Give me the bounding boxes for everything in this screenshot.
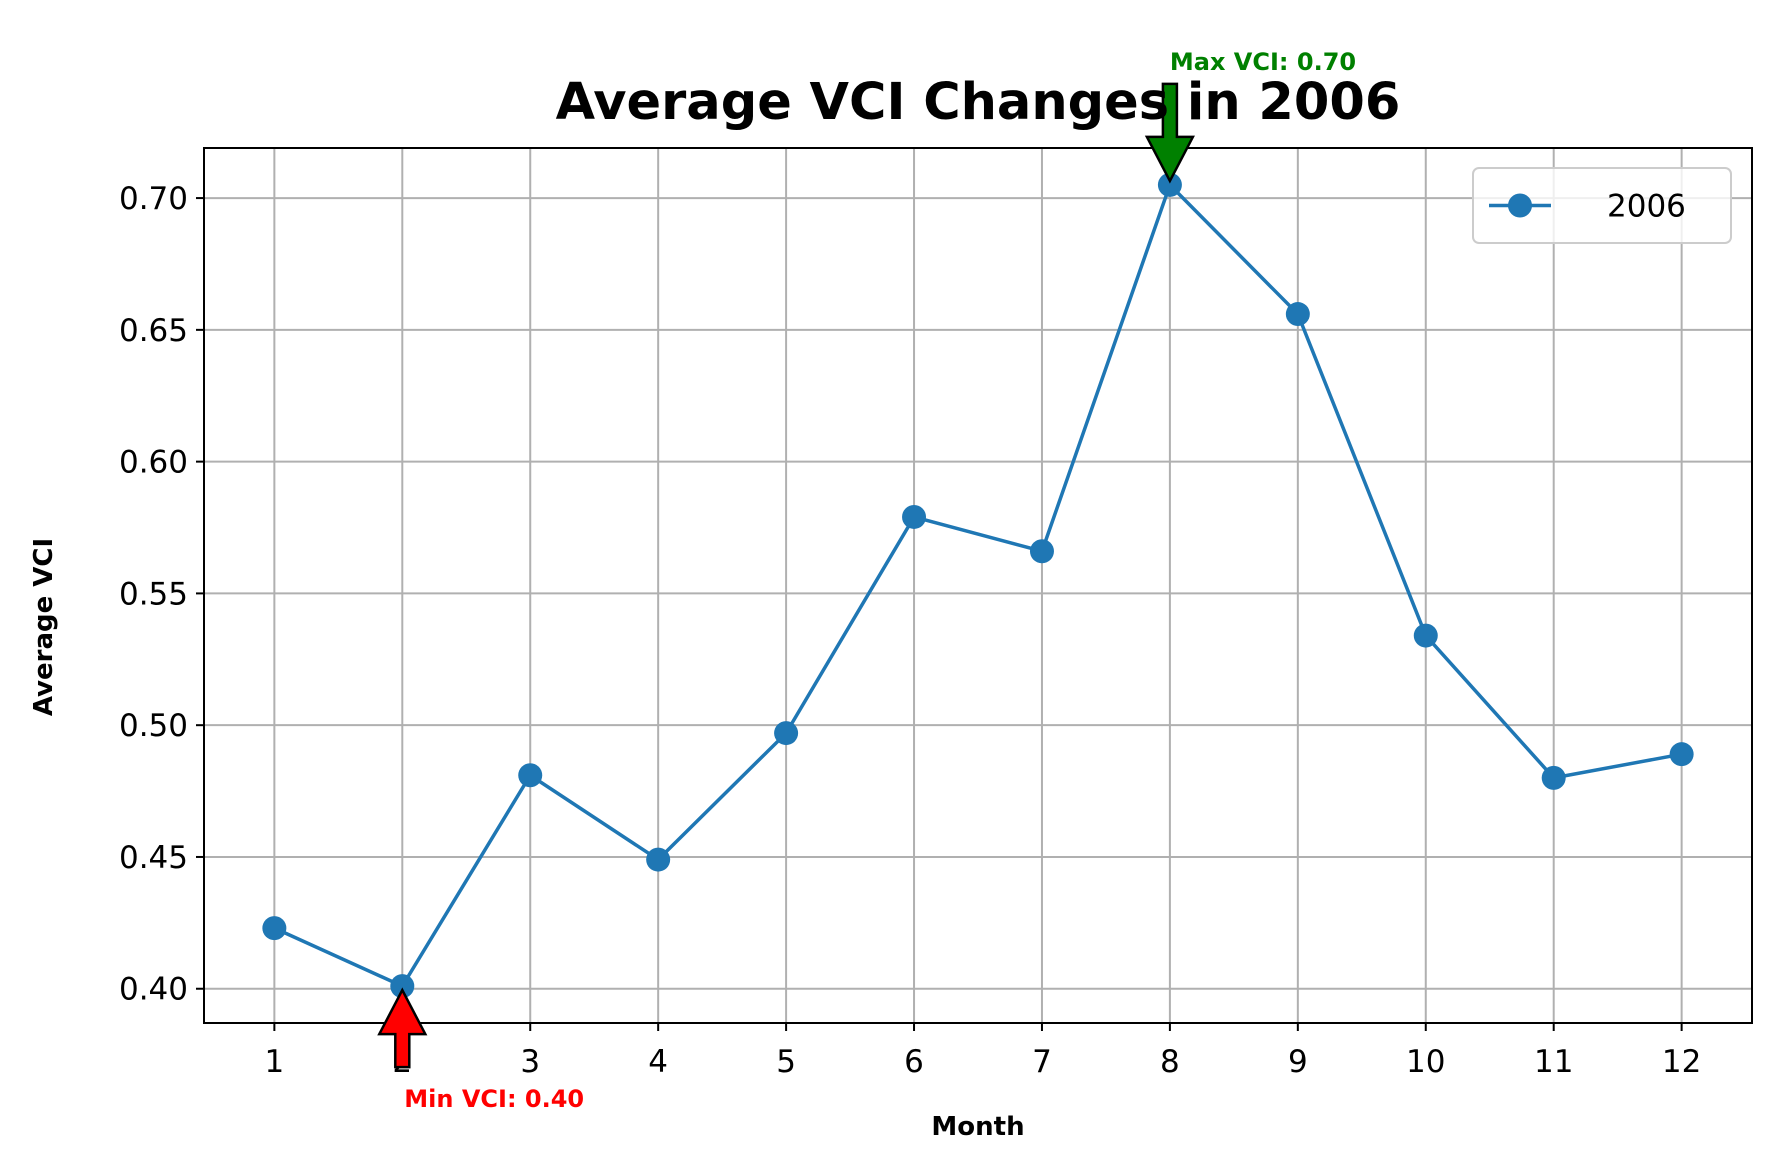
- x-tick-label: 9: [1288, 1044, 1308, 1080]
- data-point: [646, 847, 671, 872]
- max-annotation-label: Max VCI: 0.70: [1170, 48, 1356, 76]
- x-tick-label: 6: [904, 1044, 924, 1080]
- plot-area-frame: [203, 147, 1753, 1024]
- x-tick-label: 12: [1662, 1044, 1701, 1080]
- data-point: [1541, 765, 1566, 790]
- data-point: [1669, 742, 1694, 767]
- series: [262, 172, 1694, 999]
- axis-ticks: 1234567891011120.400.450.500.550.600.650…: [119, 181, 1701, 1080]
- data-point: [518, 763, 543, 788]
- x-tick-label: 10: [1406, 1044, 1445, 1080]
- data-point: [262, 916, 287, 941]
- min-arrow: [377, 987, 428, 1069]
- legend-marker: [1508, 193, 1532, 218]
- y-tick-label: 0.65: [119, 313, 188, 349]
- chart-title: Average VCI Changes in 2006: [556, 73, 1401, 132]
- y-tick-label: 0.70: [119, 181, 188, 217]
- data-point: [390, 974, 415, 999]
- y-tick-label: 0.55: [119, 576, 188, 612]
- y-tick-label: 0.60: [119, 445, 188, 481]
- x-tick-label: 11: [1534, 1044, 1573, 1080]
- x-tick-label: 8: [1160, 1044, 1180, 1080]
- min-annotation-label: Min VCI: 0.40: [404, 1085, 584, 1113]
- data-point: [1413, 623, 1438, 648]
- x-axis-title: Month: [931, 1112, 1024, 1142]
- x-tick-label: 7: [1032, 1044, 1052, 1080]
- x-tick-label: 5: [776, 1044, 796, 1080]
- legend-box: [1472, 167, 1732, 244]
- y-tick-label: 0.50: [119, 708, 188, 744]
- x-tick-label: 3: [520, 1044, 540, 1080]
- data-point: [1285, 302, 1310, 327]
- max-arrow: [1144, 82, 1195, 184]
- data-point: [902, 504, 927, 529]
- legend-label: 2006: [1607, 189, 1686, 225]
- series-line-2006: [273, 183, 1682, 988]
- legend: 2006: [1472, 167, 1732, 244]
- data-point: [774, 721, 799, 746]
- y-tick-label: 0.40: [119, 972, 188, 1008]
- y-axis-title: Average VCI: [29, 538, 59, 716]
- data-point: [1157, 172, 1182, 197]
- data-point: [1029, 539, 1054, 564]
- x-tick-label: 4: [648, 1044, 668, 1080]
- x-tick-label: 1: [264, 1044, 284, 1080]
- y-tick-label: 0.45: [119, 840, 188, 876]
- annotations: Max VCI: 0.70 Min VCI: 0.40: [377, 48, 1356, 1113]
